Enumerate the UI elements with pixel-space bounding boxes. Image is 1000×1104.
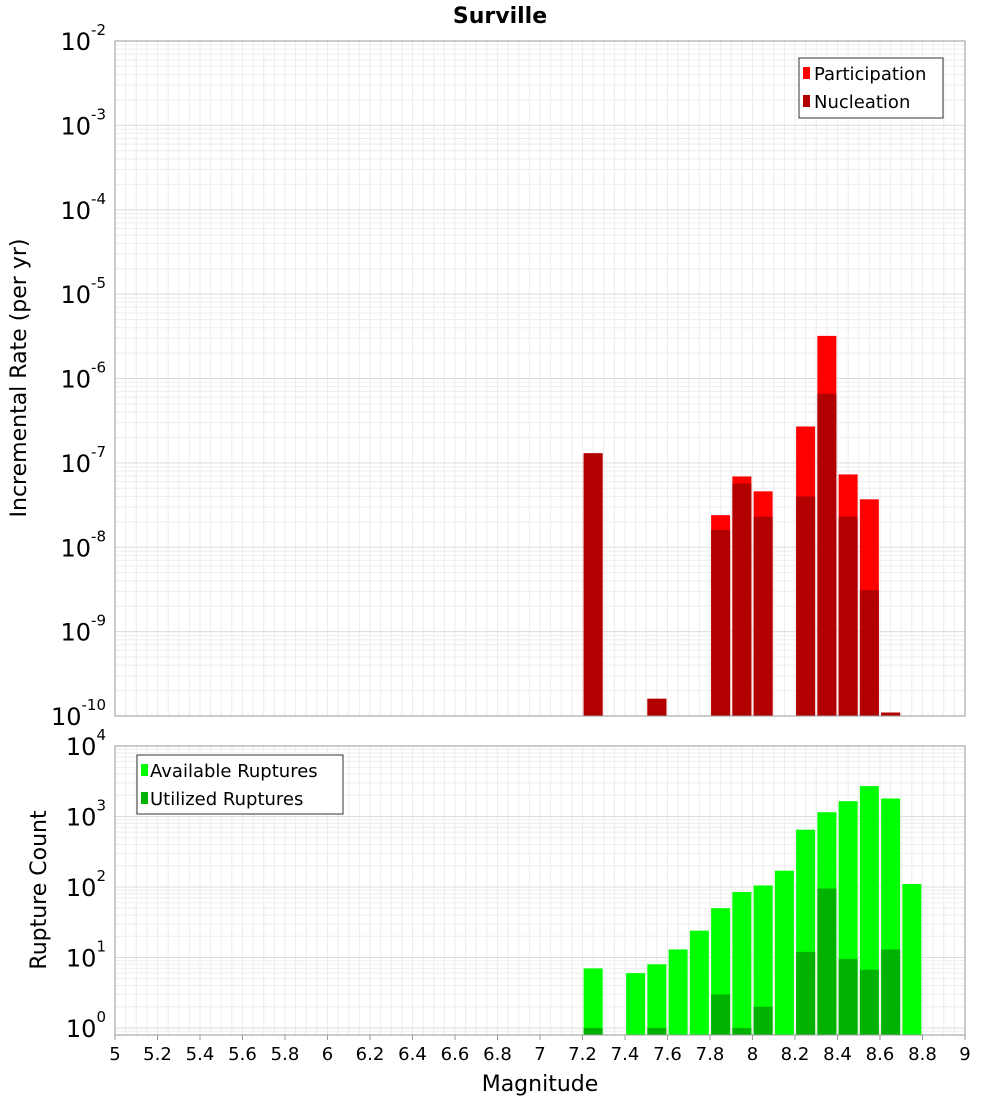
- x-tick-label: 8.8: [908, 1044, 937, 1065]
- bottom-y-tick-label: 103: [66, 796, 106, 831]
- bottom-available-ruptures-bar: [774, 870, 794, 1035]
- x-tick-label: 8.4: [823, 1044, 852, 1065]
- x-tick-label: 6.8: [483, 1044, 512, 1065]
- bottom-available-ruptures-bar: [668, 949, 688, 1035]
- bottom-available-ruptures-bar: [753, 885, 773, 1035]
- x-tick-label: 8.2: [781, 1044, 810, 1065]
- legend-swatch-utilized-ruptures: [141, 792, 148, 804]
- x-tick-label: 8.6: [866, 1044, 895, 1065]
- x-tick-label: 7: [534, 1044, 545, 1065]
- bottom-utilized-ruptures-bar: [732, 1027, 752, 1035]
- x-tick-label: 5.2: [143, 1044, 172, 1065]
- bottom-y-tick-label: 100: [66, 1008, 106, 1043]
- bottom-utilized-ruptures-bar: [881, 949, 901, 1035]
- top-y-tick-labels: 10-2 10-3 10-4 10-5 10-6 10-7 10-8 10-9 10-10: [51, 21, 106, 731]
- top-chart-bars: [583, 335, 901, 716]
- bottom-legend: Available Ruptures Utilized Ruptures: [136, 754, 344, 815]
- bottom-y-tick-label: 101: [66, 937, 106, 972]
- top-nucleation-bar: [859, 590, 879, 716]
- x-tick-label: 6.4: [398, 1044, 427, 1065]
- top-y-tick-label: 10-10: [51, 696, 106, 731]
- bottom-y-tick-labels: 104 103 102 101 100: [66, 726, 106, 1043]
- bottom-y-axis-label: Rupture Count: [27, 810, 52, 970]
- legend-swatch-nucleation: [803, 95, 810, 107]
- x-tick-label: 7.4: [611, 1044, 640, 1065]
- top-nucleation-bar: [753, 516, 773, 716]
- x-axis-label: Magnitude: [482, 1072, 599, 1097]
- top-y-tick-label: 10-2: [60, 21, 106, 56]
- x-tick-label: 9: [959, 1044, 970, 1065]
- top-legend: Participation Nucleation: [798, 57, 944, 119]
- bottom-utilized-ruptures-bar: [796, 951, 816, 1035]
- top-nucleation-bar: [732, 483, 752, 716]
- top-nucleation-bar: [711, 530, 731, 716]
- legend-label-nucleation: Nucleation: [814, 92, 910, 113]
- bottom-utilized-ruptures-bar: [647, 1027, 667, 1035]
- bottom-utilized-ruptures-bar: [583, 1027, 603, 1035]
- legend-swatch-participation: [803, 67, 810, 79]
- bottom-available-ruptures-bar: [689, 930, 709, 1035]
- x-tick-label: 8: [747, 1044, 758, 1065]
- top-y-tick-label: 10-5: [60, 274, 106, 309]
- x-tick-label: 7.2: [568, 1044, 597, 1065]
- x-tick-label: 7.6: [653, 1044, 682, 1065]
- bottom-chart-bars: [583, 786, 922, 1035]
- x-tick-label: 5.4: [186, 1044, 215, 1065]
- bottom-y-tick-label: 102: [66, 867, 106, 902]
- bottom-utilized-ruptures-bar: [838, 959, 858, 1035]
- top-nucleation-bar: [647, 698, 667, 716]
- x-tick-label: 6.6: [441, 1044, 470, 1065]
- x-tick-label: 5: [109, 1044, 120, 1065]
- top-nucleation-bar: [796, 496, 816, 716]
- legend-label-participation: Participation: [814, 64, 926, 85]
- x-tick-label: 7.8: [696, 1044, 725, 1065]
- bottom-utilized-ruptures-bar: [817, 888, 837, 1035]
- top-y-tick-label: 10-6: [60, 359, 106, 394]
- top-plot-frame: [114, 40, 966, 717]
- bottom-legend-box: [136, 754, 344, 815]
- bottom-utilized-ruptures-bar: [711, 994, 731, 1035]
- top-y-tick-label: 10-9: [60, 612, 106, 647]
- bottom-utilized-ruptures-bar: [753, 1006, 773, 1035]
- x-tick-label: 5.8: [271, 1044, 300, 1065]
- bottom-available-ruptures-bar: [583, 968, 603, 1035]
- bottom-available-ruptures-bar: [626, 973, 646, 1035]
- bottom-y-tick-label: 104: [66, 726, 106, 761]
- x-tick-label: 5.6: [228, 1044, 257, 1065]
- bottom-available-ruptures-bar: [732, 891, 752, 1035]
- legend-label-available-ruptures: Available Ruptures: [150, 761, 318, 782]
- bottom-available-ruptures-bar: [902, 884, 922, 1035]
- top-y-axis-label: Incremental Rate (per yr): [7, 239, 32, 518]
- top-y-tick-label: 10-8: [60, 527, 106, 562]
- bottom-utilized-ruptures-bar: [859, 969, 879, 1035]
- top-nucleation-bar: [817, 393, 837, 716]
- top-chart-gridlines: [115, 41, 965, 716]
- chart-title: Surville: [453, 4, 547, 29]
- top-y-tick-label: 10-3: [60, 105, 106, 140]
- top-legend-box: [798, 57, 944, 119]
- top-y-tick-label: 10-4: [60, 190, 106, 225]
- top-nucleation-bar: [881, 712, 901, 716]
- top-nucleation-bar: [583, 453, 603, 716]
- x-tick-label: 6.2: [356, 1044, 385, 1065]
- legend-swatch-available-ruptures: [141, 764, 148, 776]
- bottom-available-ruptures-bar: [647, 964, 667, 1035]
- legend-label-utilized-ruptures: Utilized Ruptures: [150, 789, 303, 810]
- top-y-tick-label: 10-7: [60, 443, 106, 478]
- x-tick-labels: 5 5.2 5.4 5.6 5.8 6 6.2 6.4 6.6 6.8 7 7.2 7.4 7.6 7.8 8…: [109, 1035, 971, 1065]
- x-tick-label: 6: [322, 1044, 333, 1065]
- top-nucleation-bar: [838, 516, 858, 716]
